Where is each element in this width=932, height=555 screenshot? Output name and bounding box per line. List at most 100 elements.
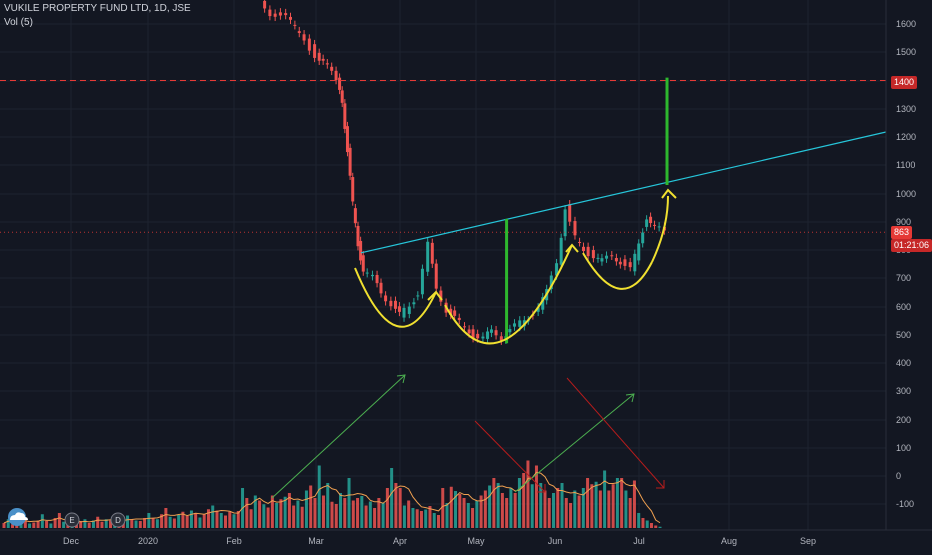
price-tick-label: 900 (896, 217, 911, 227)
candle-body (384, 295, 388, 302)
volume-bar (530, 484, 534, 528)
price-tick-label: 1100 (896, 160, 915, 170)
candle-body (351, 177, 355, 202)
candle-body (481, 336, 485, 339)
candle-body (370, 274, 374, 277)
volume-bar (108, 520, 112, 528)
volume-bar (330, 501, 334, 528)
candle-body (317, 52, 321, 61)
volume-bar (270, 495, 274, 528)
volume-trend-arrow (514, 393, 635, 493)
dividend-event-icon[interactable]: D (110, 512, 126, 528)
earnings-event-icon[interactable]: E (64, 512, 80, 528)
volume-bar (249, 509, 253, 528)
candle-body (313, 44, 317, 58)
volume-bar (151, 518, 155, 528)
volume-bar (126, 515, 130, 528)
candle-body (345, 126, 349, 153)
volume-bar (547, 498, 551, 528)
volume-bar (168, 516, 172, 528)
candle-body (412, 302, 416, 305)
volume-bar (620, 478, 624, 528)
candle-body (321, 58, 325, 61)
candle-body (645, 219, 649, 227)
volume-bar (402, 505, 406, 528)
volume-bar (181, 511, 185, 528)
time-tick-label: Feb (226, 536, 242, 546)
volume-bar (6, 519, 10, 528)
target-price-badge: 1400 (891, 76, 918, 89)
candle-body (365, 272, 369, 274)
candle-body (586, 246, 590, 257)
volume-bar (479, 495, 483, 528)
candle-body (397, 306, 401, 312)
candle-body (591, 250, 595, 259)
price-tick-label: 1200 (896, 132, 916, 142)
volume-bar (624, 490, 628, 528)
candle-body (657, 226, 661, 228)
volume-bar (45, 521, 49, 528)
volume-bar (488, 485, 492, 528)
volume-bar (138, 521, 142, 528)
volume-bar (160, 514, 164, 528)
candle-body (430, 242, 434, 264)
volume-bar (419, 511, 423, 528)
candle-body (434, 263, 438, 289)
volume-bar (228, 511, 232, 528)
volume-bar (57, 513, 61, 528)
price-tick-label: 700 (896, 273, 911, 283)
neckline-trendline (360, 131, 887, 254)
volume-bar (279, 499, 283, 528)
volume-bar (198, 517, 202, 528)
volume-bar (343, 498, 347, 528)
time-axis-panel (0, 530, 932, 550)
candle-body (439, 290, 443, 302)
volume-bar (441, 488, 445, 528)
candle-body (389, 300, 393, 307)
arrowhead (656, 480, 665, 489)
candle-body (416, 295, 420, 297)
candle-body (555, 263, 559, 276)
volume-trend-arrow (271, 374, 406, 499)
volume-bar (49, 523, 53, 528)
volume-bar (287, 493, 291, 528)
time-tick-label: 2020 (138, 536, 158, 546)
candle-body (610, 255, 614, 257)
countdown-badge: 01:21:06 (891, 239, 932, 252)
volume-bar (564, 498, 568, 528)
volume-bar (526, 460, 530, 528)
volume-bar (534, 465, 538, 528)
volume-bar (513, 493, 517, 528)
volume-bar (2, 523, 6, 528)
volume-bar (556, 488, 560, 528)
symbol-title: VUKILE PROPERTY FUND LTD, 1D, JSE (4, 3, 191, 14)
volume-bar (309, 485, 313, 528)
candle-body (536, 307, 540, 312)
volume-bar (266, 507, 270, 528)
arrowhead (625, 393, 635, 403)
candle-body (420, 268, 424, 295)
volume-bar (155, 519, 159, 528)
event-marker-circle (110, 512, 126, 528)
head-curve (444, 244, 573, 345)
candle-body (343, 103, 347, 129)
volume-bar (385, 488, 389, 528)
candle-body (518, 320, 522, 327)
time-tick-label: Sep (800, 536, 816, 546)
candle-body (463, 326, 467, 328)
price-axis-panel (886, 0, 932, 550)
volume-bar (377, 498, 381, 528)
price-tick-label: 200 (896, 415, 911, 425)
candle-body (649, 216, 653, 224)
time-tick-label: Jul (633, 536, 645, 546)
volume-bar (215, 510, 219, 528)
candle-body (637, 243, 641, 261)
volume-label: Vol (5) (4, 17, 33, 28)
candle-body (578, 241, 582, 243)
volume-bar (573, 490, 577, 528)
price-tick-label: 400 (896, 358, 911, 368)
time-tick-label: Jun (548, 536, 563, 546)
